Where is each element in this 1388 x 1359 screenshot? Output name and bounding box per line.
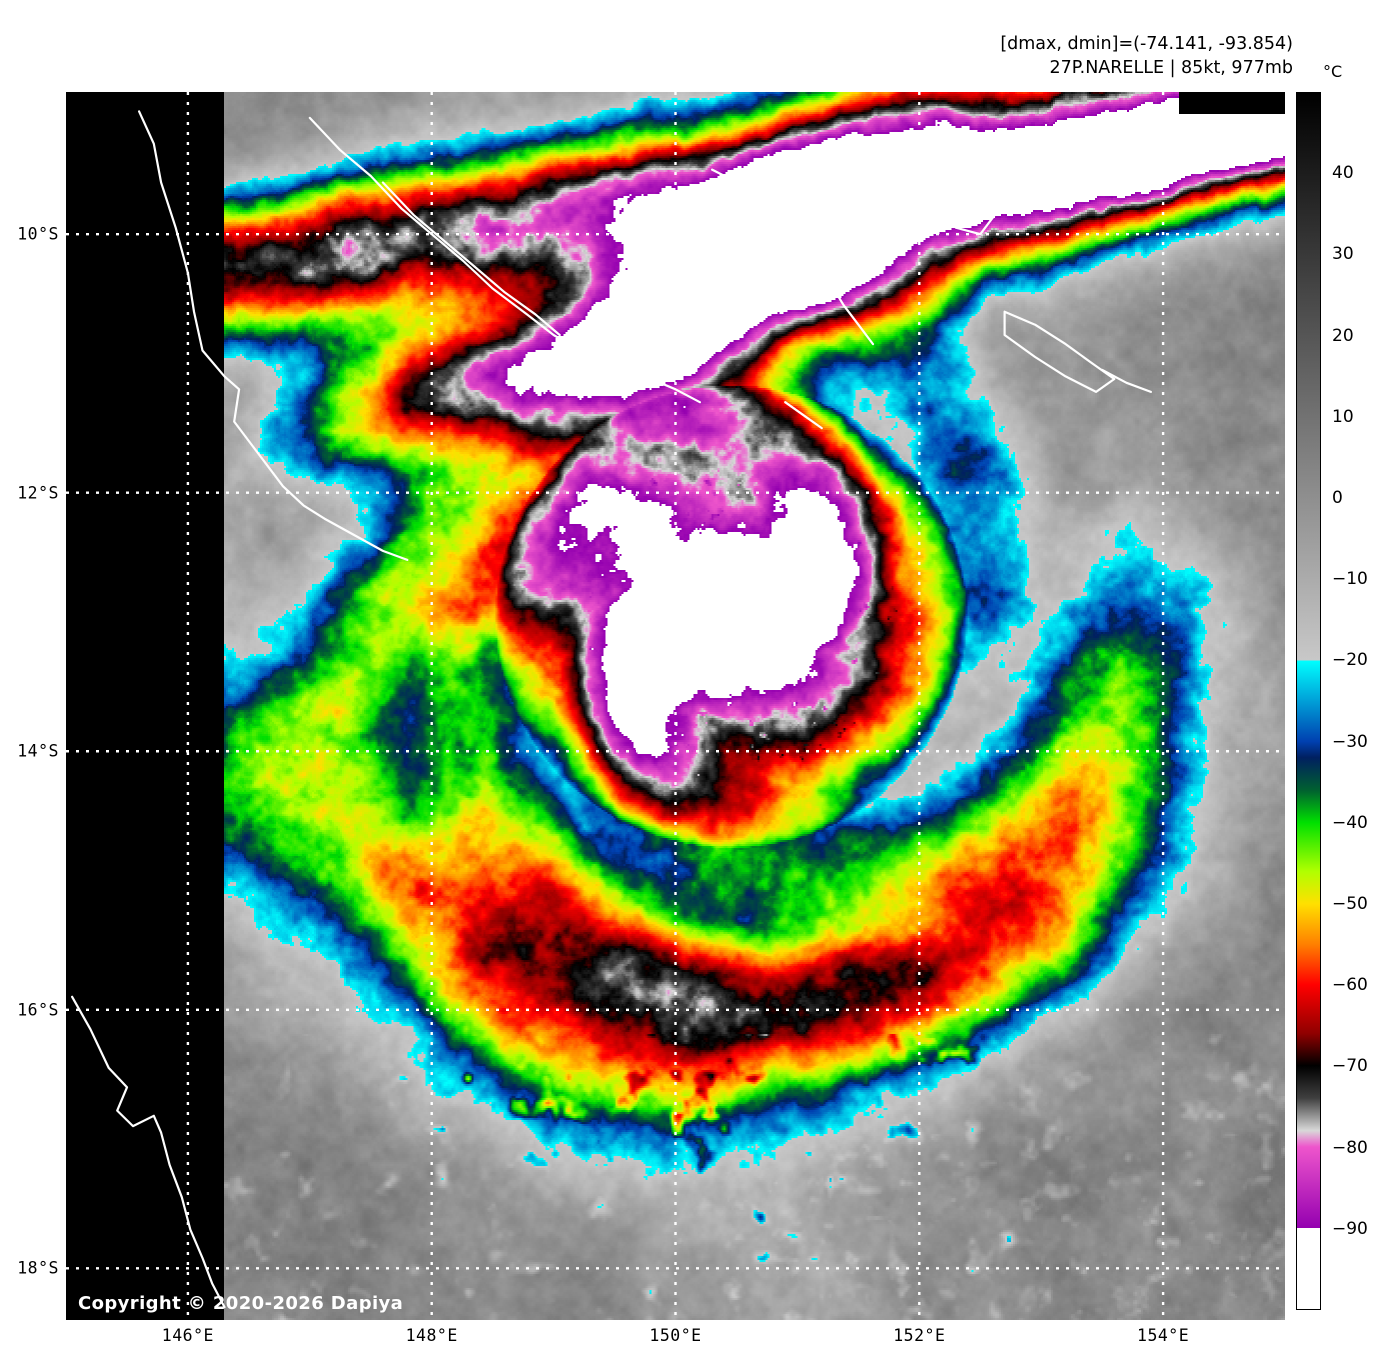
colorbar-unit-label: °C (1323, 62, 1343, 81)
colorbar-tick-label: −70 (1332, 1056, 1368, 1077)
dminmax-label: [dmax, dmin]=(-74.141, -93.854) (1000, 34, 1293, 54)
colorbar-tick-label: −90 (1332, 1218, 1368, 1239)
satellite-imagery-canvas (66, 92, 1285, 1320)
y-axis-tick-label: 14°S (17, 741, 59, 761)
colorbar-tick-label: 30 (1332, 244, 1354, 265)
y-axis-tick-label: 10°S (17, 224, 59, 244)
graticule-overlay (66, 92, 1285, 1320)
satellite-image-plot: Copyright © 2020-2026 Dapiya (66, 92, 1285, 1320)
colorbar-tick-label: −20 (1332, 650, 1368, 671)
x-axis-tick-label: 152°E (893, 1326, 946, 1345)
y-axis-tick-label: 18°S (17, 1258, 59, 1278)
colorbar-tick-label: −40 (1332, 812, 1368, 833)
colorbar-gradient (1297, 93, 1320, 1309)
no-data-region-west (66, 92, 224, 1320)
colorbar-tick-label: 0 (1332, 488, 1343, 508)
colorbar-tick-label: −30 (1332, 731, 1368, 752)
colorbar-tick-label: −60 (1332, 975, 1368, 996)
x-axis-tick-label: 154°E (1137, 1326, 1190, 1345)
metadata-block: [dmax, dmin]=(-74.141, -93.854) 27P.NARE… (1000, 32, 1293, 80)
colorbar-tick-label: −50 (1332, 894, 1368, 914)
colorbar-tick-label: 10 (1332, 406, 1354, 427)
colorbar-tick-label: −10 (1332, 569, 1368, 590)
no-data-region-northeast (1180, 92, 1285, 114)
x-axis-tick-label: 146°E (161, 1326, 214, 1345)
y-axis-tick-label: 12°S (17, 483, 59, 503)
storm-label: 27P.NARELLE | 85kt, 977mb (1049, 58, 1293, 78)
colorbar-tick-label: −80 (1332, 1137, 1368, 1158)
colorbar-tick-label: 40 (1332, 163, 1354, 184)
coastline-overlay (70, 110, 1153, 1309)
y-axis-tick-label: 16°S (17, 1000, 59, 1020)
colorbar (1296, 92, 1321, 1310)
x-axis-tick-label: 148°E (405, 1326, 458, 1345)
colorbar-tick-label: 20 (1332, 325, 1354, 346)
copyright-text: Copyright © 2020-2026 Dapiya (78, 1293, 404, 1314)
x-axis-tick-label: 150°E (649, 1326, 702, 1345)
